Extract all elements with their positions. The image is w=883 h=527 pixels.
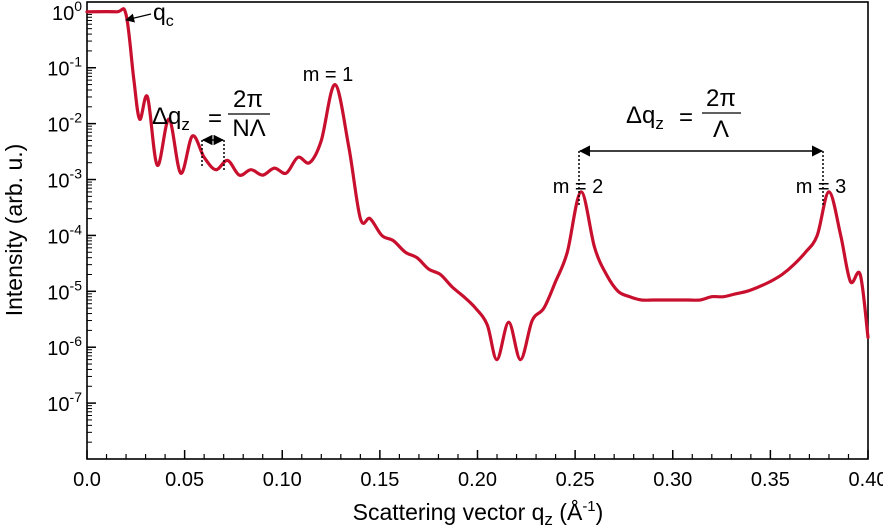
peak-label-m3: m = 3: [796, 176, 847, 198]
x-tick-label: 0.35: [751, 469, 790, 491]
qc-label: qc: [153, 0, 174, 30]
x-tick-label: 0.25: [556, 469, 595, 491]
bragg-equals: =: [679, 104, 693, 131]
y-tick-label: 10-3: [47, 166, 82, 193]
qc-annotation: qc: [125, 0, 174, 30]
x-tick-label: 0.0: [73, 469, 101, 491]
bragg-numerator: 2π: [706, 85, 736, 112]
y-tick-label: 10-6: [47, 333, 82, 360]
peak-label-m1: m = 1: [303, 64, 354, 86]
bragg-delta-q: Δqz: [626, 102, 664, 133]
kiessig-denominator: NΛ: [232, 115, 265, 142]
peak-label-m2: m = 2: [553, 176, 604, 198]
kiessig-numerator: 2π: [233, 86, 263, 113]
plot-frame: [86, 1, 869, 460]
y-axis-ticks: 100 10-1 10-2 10-3 10-4 10-5 10-6 10-7: [47, 0, 96, 443]
qc-arrow: [125, 13, 152, 23]
peak-labels: m = 1 m = 2 m = 3: [303, 64, 847, 198]
y-axis-title: Intensity (arb. u.): [1, 144, 27, 317]
x-tick-label: 0.30: [653, 469, 692, 491]
x-tick-label: 0.05: [165, 469, 204, 491]
bragg-denominator: Λ: [713, 116, 729, 143]
kiessig-spacing-marker: [201, 134, 225, 172]
kiessig-equals: =: [208, 105, 222, 132]
y-tick-label: 10-1: [47, 54, 82, 81]
y-tick-label: 10-2: [47, 110, 82, 137]
y-tick-label: 10-5: [47, 277, 82, 304]
x-axis-title: Scattering vector qz (Å-1): [353, 498, 604, 527]
kiessig-formula: Δqz = 2π NΛ: [152, 86, 270, 142]
intensity-curve: [85, 7, 870, 362]
kiessig-delta-q: Δqz: [152, 103, 190, 134]
y-tick-label: 10-4: [47, 221, 82, 248]
bragg-spacing-marker: [578, 145, 824, 206]
x-tick-label: 0.15: [360, 469, 399, 491]
bragg-formula: Δqz = 2π Λ: [626, 85, 741, 143]
y-tick-label: 10-7: [47, 389, 82, 416]
x-axis-ticks: 0.0 0.05 0.10 0.15 0.20 0.25 0.30 0.35 0.40: [73, 450, 883, 491]
x-tick-label: 0.40: [849, 469, 883, 491]
x-tick-label: 0.20: [458, 469, 497, 491]
x-tick-label: 0.10: [263, 469, 302, 491]
y-tick-label: 100: [52, 0, 82, 25]
